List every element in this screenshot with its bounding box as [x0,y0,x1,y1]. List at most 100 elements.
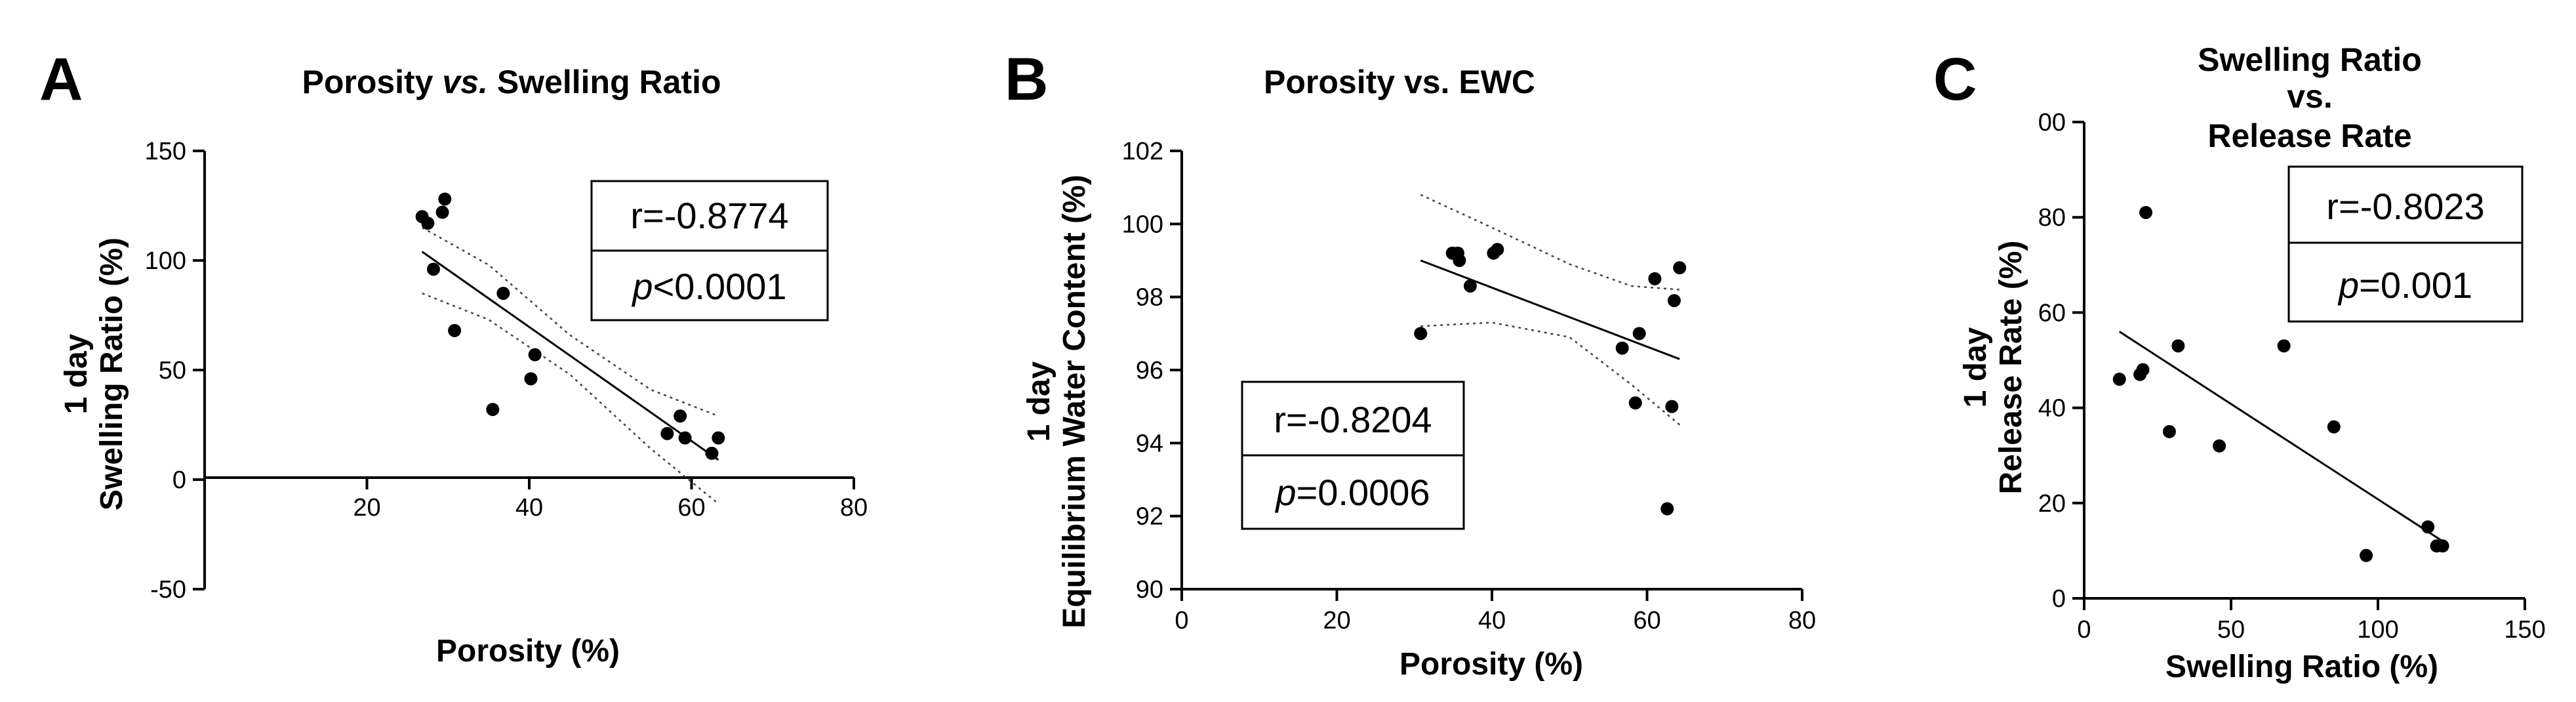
chart-c-xtick-label: 100 [2357,616,2398,644]
chart-c-fit-line [2118,331,2444,543]
chart-c-point [2436,539,2449,553]
chart-b-xtick-label: 60 [1633,607,1660,634]
panel-b: B Porosity vs. EWC 1 day Equilibrium Wat… [1005,46,1816,682]
panel-a: A Porosity vs. Swelling Ratio 1 day Swel… [39,46,868,669]
chart-a-xtick-label: 80 [840,494,868,522]
chart-b-title: Porosity vs. EWC [1264,64,1535,100]
chart-a-point [448,323,462,337]
chart-b-point [1648,272,1662,285]
chart-a-axes: -50 0 50 100 150 20 40 60 80 [145,138,868,604]
chart-b-xtick-label: 0 [1175,607,1188,634]
chart-b-xlabel: Porosity (%) [1399,647,1583,682]
chart-b-point [1667,294,1681,308]
chart-c-ytick-label: 0 [2052,585,2066,613]
chart-a-point [496,287,510,300]
chart-b-xtick-label: 20 [1323,607,1350,634]
chart-a-point [660,426,674,440]
chart-c-fit [2118,331,2444,543]
chart-b-points [1414,243,1687,516]
chart-a-ylabel-line2: Swelling Ratio (%) [94,237,129,510]
chart-c-xtick-label: 150 [2504,616,2545,644]
chart-b-axes: 90 92 94 96 98 100 102 0 20 40 60 80 [1122,138,1817,634]
chart-a-point [705,446,719,460]
chart-b-fit-line [1420,259,1680,360]
chart-a-ytick-label: 0 [172,466,186,494]
chart-b-xtick-label: 40 [1478,607,1506,634]
chart-a-xtick-label: 60 [677,494,705,522]
chart-b-confidence-band [1420,194,1681,426]
chart-a-ylabel-line1: 1 day [59,333,94,414]
chart-a-r-value: r=-0.8774 [630,195,788,236]
chart-c-point [2360,548,2373,562]
chart-c-point [2139,205,2153,219]
chart-a-ytick-label: 50 [159,357,186,384]
chart-c-xlabel: Swelling Ratio (%) [2165,650,2438,684]
chart-c-ytick-label: 00 [2038,109,2066,136]
chart-a-point [438,192,452,206]
chart-c-stats-box: r=-0.8023 p=0.001 [2287,165,2524,323]
chart-a-point [426,262,440,276]
chart-c-title-line3: Release Rate [2207,117,2411,154]
panel-letter-c: C [1933,46,1977,113]
chart-a-point [421,217,435,230]
chart-c-title-line1: Swelling Ratio [2198,41,2422,78]
chart-a-confidence-band [422,226,719,505]
chart-b-ci-upper [1420,194,1680,291]
panel-letter-b: B [1005,46,1048,113]
chart-b-point [1491,243,1504,257]
chart-b-point [1615,341,1629,355]
chart-c-ylabel-line2: Release Rate (%) [1994,241,2028,495]
chart-b-point [1463,279,1477,293]
chart-c-ylabel-line1: 1 day [1958,327,1993,407]
chart-a-point [435,205,449,219]
chart-b-ytick-label: 100 [1122,211,1163,238]
chart-b-p-value: p=0.0006 [1274,472,1430,513]
chart-a-title: Porosity vs. Swelling Ratio [302,64,721,100]
chart-b-point [1414,327,1428,341]
chart-a-ytick-label: 150 [145,138,186,165]
chart-a-point [528,348,542,361]
chart-c-ytick-label: 60 [2038,299,2066,327]
chart-a-xtick-label: 20 [353,494,380,522]
chart-a-p-value: p<0.0001 [631,266,786,307]
chart-b-ylabel-line1: 1 day [1022,361,1057,442]
chart-a-xlabel: Porosity (%) [436,634,620,669]
chart-a-point [674,409,687,423]
chart-b-fit [1420,259,1680,360]
chart-a-point [524,372,538,386]
chart-b-point [1628,396,1642,410]
chart-c-ytick-label: 40 [2038,395,2066,423]
panel-c: C Swelling Ratio vs. Release Rate 1 day … [1933,41,2546,684]
chart-c-point [2171,339,2185,353]
chart-c-ytick-label: 80 [2038,204,2066,232]
chart-a-ytick-label: -50 [150,576,186,604]
chart-b-point [1665,400,1679,413]
chart-b-point [1673,261,1687,275]
chart-a-points [415,192,725,460]
chart-b-ytick-label: 94 [1136,430,1163,457]
chart-b-ytick-label: 96 [1136,357,1163,384]
chart-b-point [1453,254,1466,267]
chart-a-fit-line [421,251,719,461]
chart-a-point [712,431,725,445]
chart-c-xtick-label: 50 [2217,616,2245,644]
chart-c-title-line2: vs. [2287,78,2333,115]
chart-b-ytick-label: 102 [1122,138,1163,165]
chart-b-ytick-label: 92 [1136,503,1163,531]
chart-c-r-value: r=-0.8023 [2326,186,2484,227]
panel-letter-a: A [39,46,83,113]
chart-c-point [2213,439,2226,453]
chart-a-ytick-label: 100 [145,247,186,275]
chart-b-ylabel-line2: Equilibrium Water Content (%) [1057,175,1092,629]
chart-a-fit [421,251,719,461]
chart-c-ytick-label: 20 [2038,490,2066,518]
chart-c-xtick-label: 0 [2077,616,2091,644]
chart-b-ytick-label: 98 [1136,284,1163,312]
chart-a-xtick-label: 40 [515,494,543,522]
chart-b-ytick-label: 90 [1136,576,1163,604]
chart-a-ci-lower [422,292,719,505]
chart-c-point [2421,520,2435,534]
chart-b-point [1660,502,1674,516]
